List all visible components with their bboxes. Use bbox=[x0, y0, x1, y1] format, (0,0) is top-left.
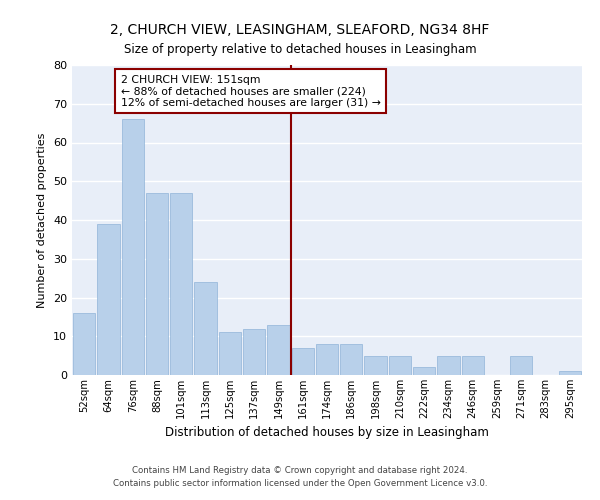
Bar bbox=[413, 367, 436, 375]
Bar bbox=[73, 313, 95, 375]
Bar bbox=[461, 356, 484, 375]
Bar bbox=[559, 371, 581, 375]
Text: 2, CHURCH VIEW, LEASINGHAM, SLEAFORD, NG34 8HF: 2, CHURCH VIEW, LEASINGHAM, SLEAFORD, NG… bbox=[110, 22, 490, 36]
X-axis label: Distribution of detached houses by size in Leasingham: Distribution of detached houses by size … bbox=[165, 426, 489, 440]
Bar bbox=[97, 224, 119, 375]
Bar bbox=[170, 193, 193, 375]
Text: Contains HM Land Registry data © Crown copyright and database right 2024.
Contai: Contains HM Land Registry data © Crown c… bbox=[113, 466, 487, 487]
Text: 2 CHURCH VIEW: 151sqm
← 88% of detached houses are smaller (224)
12% of semi-det: 2 CHURCH VIEW: 151sqm ← 88% of detached … bbox=[121, 74, 380, 108]
Bar bbox=[267, 324, 290, 375]
Bar bbox=[340, 344, 362, 375]
Bar bbox=[218, 332, 241, 375]
Bar bbox=[437, 356, 460, 375]
Bar bbox=[292, 348, 314, 375]
Bar bbox=[389, 356, 411, 375]
Text: Size of property relative to detached houses in Leasingham: Size of property relative to detached ho… bbox=[124, 42, 476, 56]
Bar bbox=[243, 328, 265, 375]
Bar bbox=[510, 356, 532, 375]
Y-axis label: Number of detached properties: Number of detached properties bbox=[37, 132, 47, 308]
Bar bbox=[194, 282, 217, 375]
Bar bbox=[316, 344, 338, 375]
Bar bbox=[122, 119, 144, 375]
Bar bbox=[146, 193, 168, 375]
Bar bbox=[364, 356, 387, 375]
